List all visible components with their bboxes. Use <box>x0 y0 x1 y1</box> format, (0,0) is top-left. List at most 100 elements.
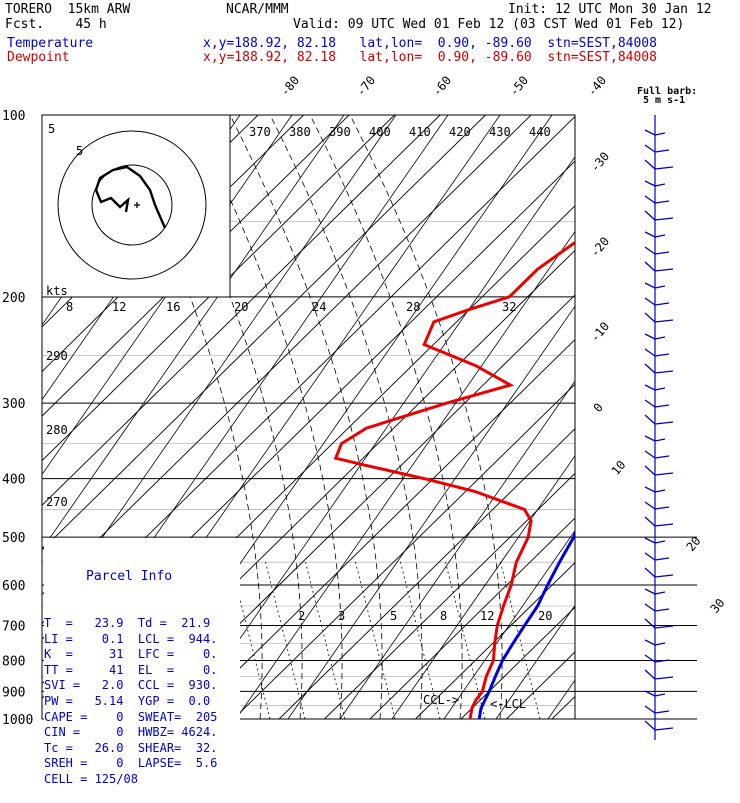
theta-side-label: 270 <box>46 495 68 509</box>
temperature-tick-label: -60 <box>430 73 455 99</box>
wind-barb <box>645 517 673 526</box>
dewpoint-profile <box>336 115 736 719</box>
theta-label: 400 <box>369 125 391 139</box>
parcel-info-title: Parcel Info <box>44 569 240 585</box>
pressure-label-1000: 1000 <box>2 713 33 728</box>
hodograph-frame <box>42 115 230 297</box>
pressure-label-500: 500 <box>2 531 25 546</box>
lcl-label: <-LCL <box>490 697 526 711</box>
theta-side-label: 290 <box>46 349 68 363</box>
wind-barb <box>645 364 673 373</box>
isotherm <box>370 115 740 719</box>
wind-barb <box>645 211 673 220</box>
parcel-info-line: TT = 41 EL = 0. <box>44 663 240 679</box>
parcel-info-line: T = 23.9 Td = 21.9 <box>44 616 240 632</box>
pressure-label-300: 300 <box>2 397 25 412</box>
temperature-tick-label: 0 <box>591 400 606 415</box>
wind-barb <box>645 721 673 730</box>
isotherm <box>461 115 740 719</box>
wind-barb <box>645 145 669 152</box>
wind-barb <box>645 415 673 424</box>
isotherm <box>552 115 740 719</box>
theta-label: 430 <box>489 125 511 139</box>
temperature-tick-label: 10 <box>609 458 629 478</box>
speed-scale-label: 28 <box>406 300 420 314</box>
isotherm <box>643 115 740 719</box>
theta-label: 370 <box>249 125 271 139</box>
pressure-label-100: 100 <box>2 109 25 124</box>
wind-barb <box>645 466 673 475</box>
speed-scale-label: 24 <box>312 300 326 314</box>
temperature-tick-label: -30 <box>588 149 613 175</box>
isotherm <box>598 115 740 719</box>
mixing-ratio-label: 2 <box>298 609 305 623</box>
parcel-info-line: CELL = 125/08 <box>44 772 240 788</box>
parcel-info-line: PW = 5.14 YGP = 0.0 <box>44 694 240 710</box>
temperature-tick-label: -20 <box>588 234 613 260</box>
parcel-info-line: SREH = 0 LAPSE= 5.6 <box>44 756 240 772</box>
theta-label: 380 <box>289 125 311 139</box>
isotherm <box>234 115 740 719</box>
wind-barb <box>645 451 669 458</box>
isotherm <box>325 115 740 719</box>
pressure-label-600: 600 <box>2 579 25 594</box>
wind-barb <box>645 706 669 713</box>
speed-scale-label: 12 <box>112 300 126 314</box>
full-barb-unit: 5 m s-1 <box>643 95 685 106</box>
parcel-info-line: SVI = 2.0 CCL = 930. <box>44 678 240 694</box>
wind-barb <box>645 349 669 356</box>
dry-adiabat <box>496 115 740 719</box>
dry-adiabat <box>548 115 740 719</box>
temperature-tick-label: -40 <box>585 73 610 99</box>
temperature-tick-label: -50 <box>507 73 532 99</box>
hodograph-ring-label: 5 <box>76 144 83 158</box>
kts-label: kts <box>46 284 68 298</box>
mixing-ratio-label: 8 <box>440 609 447 623</box>
speed-scale-label: 20 <box>234 300 248 314</box>
dry-adiabat <box>600 115 740 719</box>
pressure-label-700: 700 <box>2 619 25 634</box>
dry-adiabat <box>392 115 740 719</box>
wind-barb <box>645 160 673 169</box>
parcel-info-line: LI = 0.1 LCL = 944. <box>44 632 240 648</box>
dry-adiabat <box>236 115 656 719</box>
speed-scale-label: 8 <box>66 300 73 314</box>
speed-scale-label: 16 <box>166 300 180 314</box>
mixing-ratio-line <box>265 560 305 719</box>
dry-adiabat <box>704 115 740 719</box>
theta-label: 440 <box>529 125 551 139</box>
mixing-ratio-line <box>500 560 540 719</box>
parcel-info-line: CIN = 0 HWBZ= 4624. <box>44 725 240 741</box>
wind-barb <box>645 400 669 407</box>
wind-barb <box>645 568 673 577</box>
dry-adiabat <box>652 115 740 719</box>
wind-barb <box>645 619 673 628</box>
pressure-label-200: 200 <box>2 291 25 306</box>
temperature-tick-label: -10 <box>588 319 613 345</box>
parcel-info-line: Tc = 26.0 SHEAR= 32. <box>44 741 240 757</box>
dry-adiabat <box>444 115 740 719</box>
wind-barb <box>645 502 669 509</box>
mixing-ratio-label: 20 <box>538 609 552 623</box>
parcel-info-line: CAPE = 0 SWEAT= 205 <box>44 710 240 726</box>
temperature-tick-label: 30 <box>708 596 728 616</box>
mixing-ratio-line <box>355 560 395 719</box>
moist-adiabat <box>350 115 502 719</box>
pressure-label-900: 900 <box>2 685 25 700</box>
parcel-info-line: K = 31 LFC = 0. <box>44 647 240 663</box>
mixing-ratio-label: 5 <box>390 609 397 623</box>
wind-barb <box>645 313 673 322</box>
wind-barbs <box>645 115 673 740</box>
wind-barb <box>645 298 669 305</box>
sounding-profiles <box>336 115 736 719</box>
hodograph: 55 <box>42 115 230 297</box>
mixing-ratio-line <box>305 560 345 719</box>
ccl-label: CCL-> <box>423 693 459 707</box>
theta-label: 390 <box>329 125 351 139</box>
wind-barb <box>645 247 669 254</box>
mixing-ratio-label: 12 <box>480 609 494 623</box>
wind-barb <box>645 196 669 203</box>
wind-barb <box>645 604 669 611</box>
temperature-profile <box>479 115 640 719</box>
